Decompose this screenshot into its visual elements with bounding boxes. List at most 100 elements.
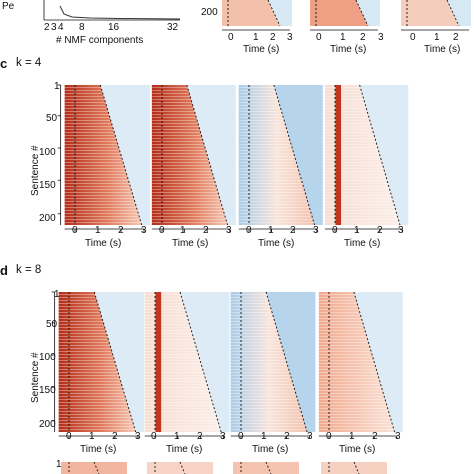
- panel-d4-xtick-1: 1: [349, 431, 355, 442]
- panel-d-raster-2-onset-stripe: [155, 292, 162, 432]
- panel-c2-xtick-0: 0: [159, 225, 165, 236]
- panel-c-raster-1-offset-line: [99, 84, 143, 226]
- top-raster3-xtick-1: 1: [434, 32, 440, 43]
- top-raster3-xtick-2: 2: [453, 32, 459, 43]
- panel-d-raster-4-offset-line: [353, 291, 395, 433]
- panel-d-ytick-1: 1: [54, 289, 60, 300]
- panel-c-xlabel-2: Time (s): [172, 238, 209, 249]
- panel-d-xtick-3: 3: [135, 431, 141, 442]
- panel-d3-xtick-0: 0: [238, 431, 244, 442]
- panel-c-raster-4-post-offset-region: [359, 85, 409, 225]
- top-raster3-xtick-0: 0: [410, 32, 416, 43]
- panel-c-raster-3-post-offset-region: [273, 85, 323, 225]
- top-xtick-4: 4: [58, 22, 64, 33]
- panel-c4-xtick-0: 0: [332, 225, 338, 236]
- panel-c-raster-4-offset-line: [359, 84, 401, 226]
- panel-d-raster-2-offset-line: [179, 291, 222, 433]
- panel-d-xlabel-3: Time (s): [252, 444, 289, 455]
- panel-d-k-label: k = 8: [16, 264, 42, 276]
- top-raster-xlabel-2: Time (s): [330, 44, 367, 55]
- panel-c-raster-3-streak-texture: [238, 85, 315, 225]
- panel-d-raster-3-streak-texture: [230, 292, 308, 432]
- panel-c-ytick-200: 200: [39, 213, 56, 224]
- panel-d2-xtick-1: 1: [174, 431, 180, 442]
- panel-c3-xtick-1: 1: [268, 225, 274, 236]
- panel-d-raster-1-offset-line: [93, 291, 137, 433]
- top-raster-1-post-offset: [268, 0, 292, 26]
- panel-c2-xtick-1: 1: [180, 225, 186, 236]
- top-xtick-3: 3: [51, 22, 57, 33]
- panel-c3-xtick-0: 0: [246, 225, 252, 236]
- panel-c2-xtick-2: 2: [203, 225, 209, 236]
- panel-d-raster-2-post-offset-region: [180, 292, 230, 432]
- panel-d-letter: d: [0, 263, 8, 278]
- panel-d2-xtick-2: 2: [197, 431, 203, 442]
- panel-c-raster-4-onset-stripe: [335, 85, 342, 225]
- top-raster-xtick-0: 0: [228, 32, 234, 43]
- top-raster-ytick-200: 200: [201, 7, 218, 18]
- panel-d-raster-2-streak-texture: [144, 292, 222, 432]
- panel-d-xtick-0: 0: [66, 431, 72, 442]
- panel-d-raster-3-offset-line: [265, 291, 308, 433]
- top-raster-xtick-1: 1: [253, 32, 259, 43]
- panel-d4-xtick-0: 0: [326, 431, 332, 442]
- panel-d3-xtick-3: 3: [307, 431, 313, 442]
- top-xlabel: # NMF components: [56, 35, 144, 46]
- panel-c-xtick-1: 1: [95, 225, 101, 236]
- top-raster-xlabel-1: Time (s): [243, 44, 280, 55]
- top-ylabel-fragment: Pe: [2, 1, 15, 12]
- top-raster-xlabel-3: Time (s): [424, 44, 461, 55]
- panel-c-raster-2-offset-line: [186, 84, 228, 226]
- panel-d-xlabel-1: Time (s): [80, 444, 117, 455]
- panel-c-ytick-50: 50: [46, 113, 58, 124]
- panel-c-xlabel-1: Time (s): [85, 238, 122, 249]
- top-raster-xtick-2: 2: [270, 32, 276, 43]
- panel-c-raster-1-streak-texture: [64, 85, 142, 225]
- panel-c-raster-2-streak-texture: [151, 85, 228, 225]
- panel-d-raster-3-post-offset-region: [266, 292, 316, 432]
- panel-c4-xtick-1: 1: [354, 225, 360, 236]
- panel-c-ytick-100: 100: [39, 147, 56, 158]
- panel-d-ytick-100: 100: [39, 352, 56, 363]
- panel-d-xlabel-2: Time (s): [166, 444, 203, 455]
- panel-c4-xtick-3: 3: [398, 225, 404, 236]
- panel-d-ytick-200: 200: [39, 419, 56, 430]
- top-raster2-xtick-2: 2: [360, 32, 366, 43]
- panel-d-xlabel-4: Time (s): [339, 444, 376, 455]
- panel-d-ytick-150: 150: [39, 385, 56, 396]
- panel-c3-xtick-2: 2: [290, 225, 296, 236]
- panel-d-ytick-50: 50: [46, 319, 58, 330]
- panel-d-xtick-1: 1: [89, 431, 95, 442]
- bottom-raster-2-response: [147, 462, 213, 474]
- panel-d-raster-1-post-offset-region: [94, 292, 144, 432]
- top-raster-3-post-offset: [447, 0, 471, 26]
- top-raster2-xtick-1: 1: [340, 32, 346, 43]
- top-nmf-curve: [59, 5, 181, 20]
- panel-c-xlabel-4: Time (s): [344, 238, 381, 249]
- panel-c-letter: c: [0, 56, 8, 71]
- bottom-raster-1-response: [61, 462, 127, 474]
- panel-c-xlabel-3: Time (s): [258, 238, 295, 249]
- top-raster2-xtick-0: 0: [316, 32, 322, 43]
- top-raster-2-offset-line: [355, 0, 369, 27]
- panel-c3-xtick-3: 3: [313, 225, 319, 236]
- top-xtick-16: 16: [108, 22, 120, 33]
- raster-layer: [43, 0, 471, 474]
- panel-c-ytick-150: 150: [39, 180, 56, 191]
- top-xtick-32: 32: [167, 22, 179, 33]
- panel-d3-xtick-2: 2: [284, 431, 290, 442]
- panel-c-ytick-1: 1: [54, 81, 60, 92]
- panel-c-xtick-3: 3: [141, 225, 147, 236]
- panel-c-raster-4-streak-texture: [324, 85, 400, 225]
- top-xtick-2: 2: [44, 22, 50, 33]
- panel-c4-xtick-2: 2: [377, 225, 383, 236]
- top-raster2-xtick-3: 3: [378, 32, 384, 43]
- top-raster-xtick-3: 3: [287, 32, 293, 43]
- panel-c-raster-2-post-offset-region: [186, 85, 236, 225]
- panel-d2-xtick-3: 3: [220, 431, 226, 442]
- panel-d4-xtick-3: 3: [395, 431, 401, 442]
- top-xtick-8: 8: [79, 22, 85, 33]
- panel-c-xtick-2: 2: [118, 225, 124, 236]
- panel-c-raster-1-post-offset-region: [100, 85, 150, 225]
